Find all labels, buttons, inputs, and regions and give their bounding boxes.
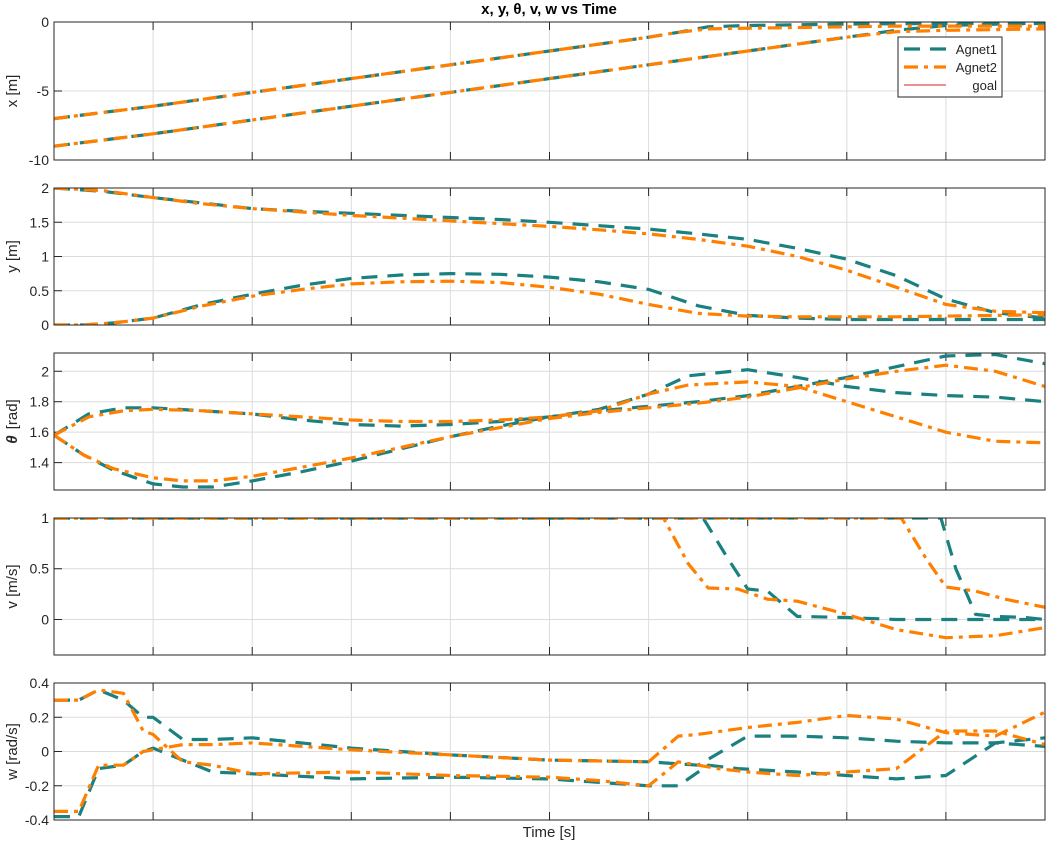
y-tick-label: 0.5 [30,561,50,577]
series-line-agnet1 [54,688,1045,767]
y-tick-label: 1.8 [30,394,50,410]
y-tick-label: 0 [41,14,49,30]
series-group [54,518,1045,640]
y-axis-label-symbol: θ [4,435,21,444]
subplot-5: 0.4 0.2 0 -0.2 -0.4 w [rad/s] [4,675,1046,828]
series-line-agnet1 [54,518,1045,622]
series-line-agnet2 [54,27,1045,148]
axes-frame [53,682,1046,821]
y-tick-label: 1.4 [30,455,50,471]
series-line-agnet1 [54,188,1045,320]
series-line-agnet1 [54,353,1045,489]
y-tick-label: 0.5 [30,283,50,299]
y-tick-label: -10 [29,152,49,168]
y-tick-label: 1 [41,510,49,526]
y-axis-label-unit: [rad] [4,399,21,429]
legend-label: goal [972,78,997,93]
y-tick-label: 2 [41,180,49,196]
y-axis-label: v [m/s] [4,564,21,608]
figure-title: x, y, θ, v, w vs Time [481,1,617,18]
subplots: 0 -5 -10 x [m] 0 0.5 1 1.5 2 y [m] 1.4 1.6 1.8 2 θ [rad… [4,14,1046,828]
subplot-2: 0 0.5 1 1.5 2 y [m] [4,180,1046,333]
axes-frame [53,352,1046,491]
legend-entry: Agnet2 [904,60,997,75]
y-tick-label: -0.4 [25,812,49,828]
y-axis-label: x [m] [4,75,21,108]
series-group [54,688,1045,819]
y-axis-label: θ [rad] [4,399,21,443]
y-tick-label: 0 [41,317,49,333]
series-line-agnet2 [54,188,1045,315]
series-line-agnet1 [54,518,1045,622]
y-tick-label: 0 [41,744,49,760]
subplot-3: 1.4 1.6 1.8 2 θ [rad] [4,352,1046,491]
y-tick-label: 1 [41,249,49,265]
series-line-agnet2 [54,279,1045,325]
y-tick-label: -5 [37,83,50,99]
legend-label: Agnet2 [956,60,997,75]
subplot-4: 0 0.5 1 v [m/s] [4,510,1046,656]
series-line-agnet2 [54,518,1045,640]
legend: Agnet1 Agnet2 goal [897,36,1003,98]
y-tick-label: 1.5 [30,214,50,230]
y-tick-label: 0.4 [30,675,50,691]
series-group [54,353,1045,489]
y-tick-label: 1.6 [30,424,50,440]
x-axis-label: Time [s] [523,824,576,841]
series-group [54,188,1045,325]
legend-entry: goal [904,78,997,93]
y-tick-label: 0.2 [30,709,50,725]
y-tick-label: 2 [41,363,49,379]
series-group [54,22,1045,148]
legend-label: Agnet1 [956,42,997,57]
series-line-agnet2 [54,710,1045,814]
series-line-agnet2 [54,688,1045,788]
series-line-agnet1 [54,272,1045,325]
y-tick-label: -0.2 [25,778,49,794]
axes-frame [53,21,1046,161]
series-line-agnet2 [54,380,1045,445]
series-line-agnet2 [54,363,1045,483]
axes-frame [53,187,1046,326]
legend-entry: Agnet1 [904,42,997,57]
y-axis-label: y [m] [4,240,21,273]
series-line-agnet2 [54,518,1045,609]
y-axis-label: w [rad/s] [4,723,21,781]
y-tick-label: 0 [41,611,49,627]
subplot-1: 0 -5 -10 x [m] [4,14,1046,168]
axes-frame [53,517,1046,656]
series-line-agnet2 [54,24,1045,121]
